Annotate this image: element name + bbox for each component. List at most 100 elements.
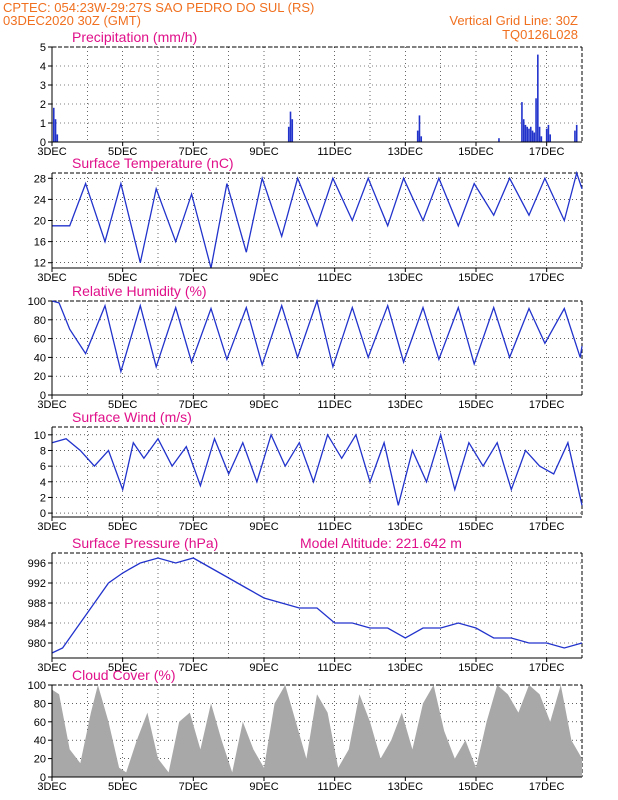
humidity-y-tick-label: 20: [34, 371, 46, 383]
precip-bar: [291, 119, 294, 142]
humidity-x-tick-label: 9DEC: [249, 399, 278, 411]
precip-bar: [537, 54, 539, 142]
temperature-x-tick-label: 9DEC: [249, 272, 278, 284]
precip-x-tick-label: 3DEC: [37, 146, 66, 158]
precip-bar: [498, 138, 500, 142]
temperature-title: Surface Temperature (nC): [72, 155, 234, 171]
precip-y-tick-label: 4: [40, 61, 46, 73]
temperature-x-tick-label: 3DEC: [37, 272, 66, 284]
precip-y-tick-label: 2: [40, 99, 46, 111]
header-model-id: TQ0126L028: [502, 27, 578, 42]
precip-bar: [418, 115, 421, 142]
wind-y-tick-label: 4: [40, 477, 46, 489]
pressure-x-tick-label: 13DEC: [388, 662, 424, 674]
precip-bar: [540, 136, 543, 142]
header-grid-line: Vertical Grid Line: 30Z: [449, 13, 578, 28]
cloud-y-tick-label: 20: [34, 754, 46, 766]
humidity-y-tick-label: 80: [34, 315, 46, 327]
humidity-y-tick-label: 40: [34, 352, 46, 364]
header-datetime: 03DEC2020 30Z (GMT): [3, 13, 141, 28]
pressure-x-tick-label: 9DEC: [249, 662, 278, 674]
temperature-y-tick-label: 28: [34, 173, 46, 185]
wind-x-tick-label: 9DEC: [249, 521, 278, 533]
cloud-x-tick-label: 15DEC: [458, 781, 494, 793]
wind-y-tick-label: 8: [40, 445, 46, 457]
precip-bar: [524, 124, 527, 142]
wind-y-tick-label: 0: [40, 508, 46, 520]
cloud-x-tick-label: 17DEC: [529, 781, 565, 793]
precip-bar: [535, 98, 537, 142]
pressure-y-tick-label: 996: [28, 558, 46, 570]
header-location: CPTEC: 054:23W-29:27S SAO PEDRO DO SUL (…: [3, 0, 315, 15]
pressure-line: [51, 557, 583, 654]
humidity-x-tick-label: 15DEC: [458, 399, 494, 411]
precip-bar: [531, 130, 534, 142]
pressure-title: Surface Pressure (hPa): [72, 535, 218, 551]
wind-y-tick-label: 10: [34, 430, 46, 442]
cloud-x-tick-label: 3DEC: [37, 781, 66, 793]
humidity-y-tick-label: 0: [40, 390, 46, 402]
temperature-x-tick-label: 15DEC: [458, 272, 494, 284]
precip-bar: [54, 119, 57, 142]
precip-x-tick-label: 17DEC: [529, 146, 565, 158]
humidity-x-tick-label: 13DEC: [388, 399, 424, 411]
humidity-y-tick-label: 100: [28, 296, 46, 308]
pressure-x-tick-label: 15DEC: [458, 662, 494, 674]
precip-title: Precipitation (mm/h): [72, 29, 197, 45]
precip-bar: [528, 128, 530, 142]
temperature-x-tick-label: 13DEC: [388, 272, 424, 284]
humidity-x-tick-label: 7DEC: [179, 399, 208, 411]
humidity-line: [51, 298, 583, 375]
cloud-y-tick-label: 40: [34, 735, 46, 747]
precip-y-tick-label: 5: [40, 42, 46, 54]
pressure-x-tick-label: 5DEC: [108, 662, 137, 674]
precip-y-tick-label: 3: [40, 80, 46, 92]
wind-y-tick-label: 2: [40, 492, 46, 504]
precip-bar: [538, 126, 541, 142]
wind-x-tick-label: 17DEC: [529, 521, 565, 533]
wind-x-tick-label: 15DEC: [458, 521, 494, 533]
precip-bar: [416, 130, 419, 142]
temperature-y-tick-label: 24: [34, 194, 46, 206]
precip-bar: [52, 107, 55, 142]
precip-bar: [575, 124, 578, 142]
wind-x-tick-label: 11DEC: [317, 521, 352, 533]
precip-bar: [547, 124, 550, 142]
precip-y-tick-label: 0: [40, 137, 46, 149]
pressure-y-tick-label: 980: [28, 638, 46, 650]
humidity-x-tick-label: 5DEC: [108, 399, 137, 411]
precip-bar: [522, 119, 525, 142]
pressure-y-tick-label: 992: [28, 578, 46, 590]
humidity-x-tick-label: 11DEC: [317, 399, 352, 411]
precip-x-tick-label: 5DEC: [108, 146, 137, 158]
pressure-annotation: Model Altitude: 221.642 m: [300, 535, 462, 551]
wind-y-tick-label: 6: [40, 461, 46, 473]
temperature-y-tick-label: 12: [34, 258, 46, 270]
wind-x-tick-label: 13DEC: [388, 521, 424, 533]
cloud-x-tick-label: 9DEC: [249, 781, 278, 793]
pressure-x-tick-label: 11DEC: [317, 662, 352, 674]
wind-x-tick-label: 5DEC: [108, 521, 137, 533]
humidity-y-tick-label: 60: [34, 334, 46, 346]
temperature-y-tick-label: 20: [34, 216, 46, 228]
pressure-y-tick-label: 988: [28, 598, 46, 610]
temperature-line: [52, 170, 583, 269]
cloud-y-tick-label: 0: [40, 772, 46, 784]
humidity-x-tick-label: 17DEC: [529, 399, 565, 411]
precip-x-tick-label: 13DEC: [388, 146, 424, 158]
precip-x-tick-label: 11DEC: [317, 146, 352, 158]
humidity-title: Relative Humidity (%): [72, 283, 207, 299]
temperature-x-tick-label: 5DEC: [108, 272, 137, 284]
precip-bar: [545, 128, 548, 142]
precip-bar: [529, 126, 532, 142]
cloud-y-tick-label: 60: [34, 717, 46, 729]
cloud-x-tick-label: 7DEC: [179, 781, 208, 793]
humidity-x-tick-label: 3DEC: [37, 399, 66, 411]
precip-bar: [420, 136, 423, 142]
wind-title: Surface Wind (m/s): [72, 409, 192, 425]
precip-bar: [549, 134, 551, 142]
precip-bar: [533, 132, 536, 142]
cloud-x-tick-label: 13DEC: [388, 781, 424, 793]
pressure-x-tick-label: 3DEC: [37, 662, 66, 674]
wind-x-tick-label: 3DEC: [37, 521, 66, 533]
